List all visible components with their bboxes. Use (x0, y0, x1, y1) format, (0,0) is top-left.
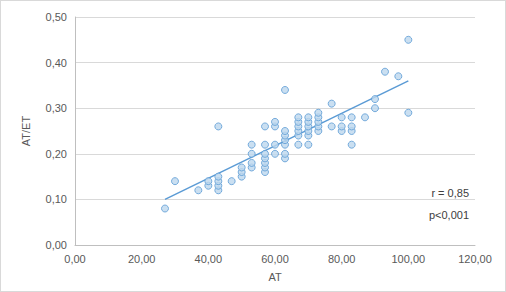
svg-text:0,10: 0,10 (46, 193, 67, 205)
svg-text:120,00: 120,00 (458, 253, 492, 265)
svg-text:40,00: 40,00 (195, 253, 223, 265)
svg-text:0,50: 0,50 (46, 11, 67, 23)
svg-text:80,00: 80,00 (328, 253, 356, 265)
svg-text:AT: AT (268, 271, 282, 283)
svg-text:0,30: 0,30 (46, 102, 67, 114)
svg-text:p<0,001: p<0,001 (429, 209, 469, 221)
svg-text:0,40: 0,40 (46, 57, 67, 69)
svg-text:0,20: 0,20 (46, 148, 67, 160)
svg-text:r = 0,85: r = 0,85 (431, 187, 469, 199)
svg-text:20,00: 20,00 (128, 253, 156, 265)
svg-text:0,00: 0,00 (46, 239, 67, 251)
svg-text:0,00: 0,00 (64, 253, 85, 265)
svg-text:60,00: 60,00 (261, 253, 289, 265)
svg-text:AT/ET: AT/ET (20, 116, 32, 147)
svg-text:100,00: 100,00 (392, 253, 426, 265)
